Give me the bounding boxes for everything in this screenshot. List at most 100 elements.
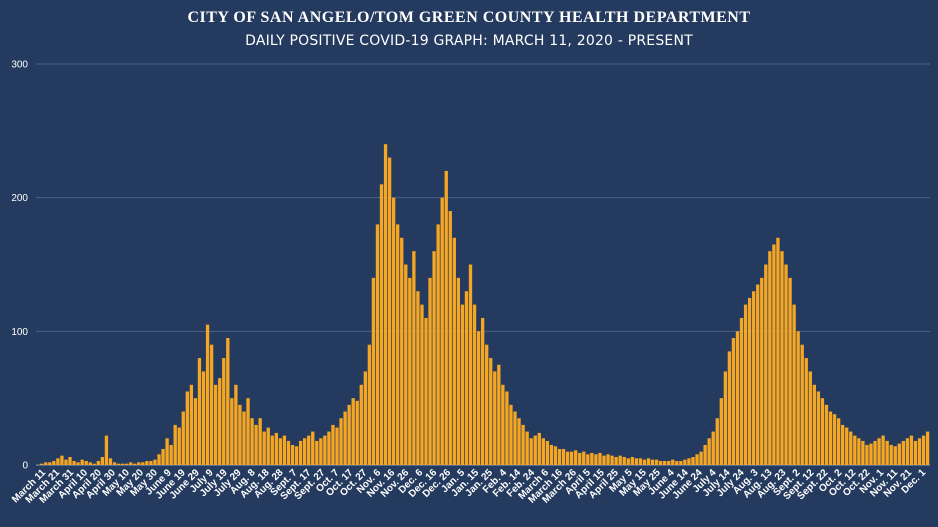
chart-subtitle: DAILY POSITIVE COVID-19 GRAPH: MARCH 11,… [245,33,693,49]
bar [861,440,865,465]
bar [169,444,173,465]
bar [201,371,206,465]
bar [711,431,715,465]
bar [808,371,812,465]
bar [400,237,404,465]
bar [52,460,56,465]
bar [92,463,96,465]
bar [824,404,829,465]
bar [707,438,711,465]
bar [557,448,562,465]
bar [230,398,234,465]
bar [784,264,788,465]
bar [209,344,214,465]
bar [120,463,125,465]
bar [517,418,521,465]
bar [723,371,728,465]
bar [857,438,861,465]
bar [129,462,133,465]
bar [181,411,185,465]
bar [485,344,489,465]
bar [925,431,930,465]
bar [383,144,388,465]
bar [185,391,189,465]
bar [347,404,351,465]
bar [695,454,699,465]
bar [897,443,901,465]
bar [298,440,303,465]
bar [727,351,732,465]
bar [780,251,784,465]
bar [841,424,845,465]
bar [64,459,68,465]
bar [213,384,218,465]
bar [189,384,194,465]
bar [56,458,60,465]
bar [76,462,80,465]
bar [586,454,590,465]
bar [804,358,808,465]
bar [582,451,586,465]
bar [476,331,481,465]
bar [44,462,48,465]
bar [622,456,626,465]
bar [104,435,109,465]
bar [387,157,392,465]
bar [501,384,505,465]
bar [873,440,877,465]
bar [355,400,359,465]
bar [752,291,756,465]
bar [675,460,679,465]
bar [569,451,574,465]
bar [84,460,88,465]
bar [359,384,363,465]
bar [205,324,210,465]
y-tick-label: 200 [11,193,28,204]
bar [226,338,230,465]
bar [286,440,291,465]
bar [96,460,100,465]
bar [917,438,922,465]
bar [578,452,582,465]
bar [602,455,606,465]
bar [537,432,541,465]
bar [525,431,529,465]
bar [48,462,52,465]
bar [699,451,703,465]
bar [776,237,780,465]
bar [634,458,639,465]
bar [149,460,153,465]
bar [343,411,347,465]
bar [254,424,258,465]
bar [165,438,169,465]
bar [909,435,914,465]
bar [489,358,493,465]
bar [60,455,64,465]
bar [541,438,545,465]
bar [391,197,396,466]
bar [335,427,339,465]
bar [796,331,800,465]
bar [565,451,570,465]
bar [505,391,509,465]
bar [638,458,643,465]
bar [792,304,796,465]
bar [412,251,416,465]
bar [238,404,242,465]
bar [157,454,161,465]
bar [800,344,804,465]
bar [311,431,315,465]
bar [816,391,821,465]
bar [832,414,837,465]
bar [218,378,222,465]
bar [145,460,149,465]
bar [679,460,683,465]
bar [367,344,372,465]
bar [197,358,202,465]
bar [869,443,873,465]
bar [262,431,266,465]
bar [440,197,444,466]
bar [658,460,663,465]
bar [250,418,254,465]
